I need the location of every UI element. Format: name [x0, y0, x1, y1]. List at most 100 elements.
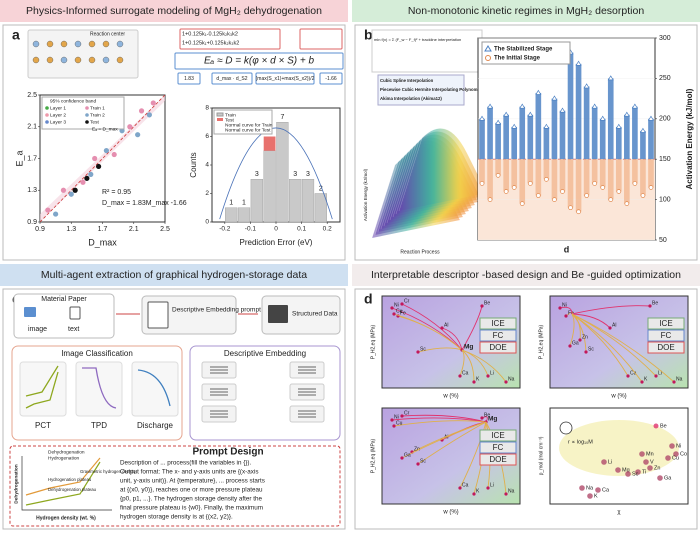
element-label: Mn — [646, 451, 654, 457]
trajectory — [571, 305, 651, 315]
structure — [27, 29, 139, 79]
point — [653, 423, 659, 429]
label: TPD — [91, 421, 107, 430]
point — [480, 304, 484, 308]
bar — [583, 159, 590, 196]
axis-label: Counts — [189, 152, 198, 177]
atom — [116, 40, 124, 48]
element-label: V — [650, 459, 654, 465]
element-label: Zn — [654, 465, 660, 471]
marker — [479, 115, 486, 121]
point — [146, 112, 152, 118]
legend-entry: FC — [661, 331, 672, 340]
data-label: 3 — [293, 171, 297, 178]
element-label: Ca — [462, 482, 469, 488]
marker — [647, 115, 654, 121]
element-label: Ni — [394, 414, 399, 420]
legend-entry: Train — [225, 112, 236, 118]
box — [75, 361, 123, 417]
trajectory — [571, 313, 581, 341]
label: Descriptive Embedding — [224, 349, 306, 358]
element-label: Ni — [676, 443, 681, 449]
prompt-line: unit, y-axis unit)}. At {temperature}, .… — [120, 478, 265, 485]
point — [390, 306, 394, 310]
legend-entry: The Initial Stage — [494, 56, 541, 62]
bar — [263, 136, 276, 151]
point — [440, 326, 444, 330]
element-label: Cr — [404, 298, 410, 304]
point — [138, 108, 145, 114]
y-tick-label: 150 — [659, 156, 671, 163]
curve — [25, 461, 101, 506]
point — [92, 155, 98, 162]
label: -1.66 — [325, 76, 337, 82]
point — [400, 302, 404, 306]
bar — [237, 207, 251, 223]
point — [416, 462, 420, 466]
y-tick-label: 0.9 — [27, 219, 37, 226]
marker — [511, 185, 517, 190]
box — [24, 307, 36, 317]
label: Structured Data — [292, 311, 338, 318]
marker — [519, 103, 526, 109]
bar — [527, 159, 534, 184]
bar — [225, 207, 238, 223]
bar — [301, 179, 315, 223]
axis-label: χ — [617, 510, 621, 516]
legend-box — [479, 329, 517, 342]
point — [103, 147, 110, 154]
legend-entry: Layer 2 — [50, 112, 66, 118]
bar — [559, 110, 566, 160]
point — [673, 451, 679, 457]
y-tick-label: 1.7 — [27, 155, 37, 162]
method: Akima Interpolation (Akima12) — [380, 96, 442, 101]
trajectory — [401, 303, 463, 351]
point — [392, 424, 396, 428]
y-tick-label: 250 — [659, 75, 671, 82]
prompt-line: at {(x0, y0)}, reaches one or more press… — [120, 487, 263, 494]
legend-box — [479, 317, 517, 330]
bar — [583, 86, 590, 160]
annotation: R² = 0.95 — [102, 189, 131, 196]
label: d_max · d_S2 — [216, 76, 247, 82]
size-key — [559, 421, 573, 435]
box — [19, 361, 67, 417]
point — [601, 459, 607, 465]
element-label: Sc — [420, 458, 426, 464]
atom — [60, 56, 68, 64]
element-label: Na — [508, 488, 515, 494]
bar — [648, 118, 654, 160]
element-label: Cu — [672, 455, 679, 461]
point — [564, 314, 568, 318]
bar — [599, 159, 606, 188]
y-tick-label: 1.3 — [27, 187, 37, 194]
legend-swatch — [484, 45, 492, 52]
legend-entry: ICE — [491, 431, 504, 440]
legend-entry: Layer 3 — [50, 119, 66, 125]
legend-entry: The Stabilized Stage — [494, 47, 553, 53]
label: Discharge — [137, 421, 174, 430]
element-label: Li — [490, 370, 494, 376]
element-label: Sc — [420, 346, 426, 352]
point — [640, 380, 644, 384]
legend-swatch — [85, 106, 89, 110]
curve — [25, 457, 101, 496]
marker — [559, 107, 566, 113]
point — [626, 374, 630, 378]
marker — [632, 181, 638, 186]
marker — [648, 185, 654, 190]
bar — [543, 159, 550, 180]
marker — [624, 201, 630, 206]
bar — [535, 159, 542, 196]
curve — [82, 367, 117, 409]
marker — [616, 189, 622, 194]
marker — [479, 181, 485, 186]
label: PCT — [35, 421, 51, 430]
element-label: Mg — [488, 416, 497, 423]
point — [68, 191, 74, 197]
label: Eₐ ≈ D = k(φ × d × S) + b — [204, 56, 315, 67]
box — [213, 109, 273, 135]
marker — [519, 201, 525, 206]
confidence-band — [40, 95, 165, 222]
point — [390, 418, 394, 422]
